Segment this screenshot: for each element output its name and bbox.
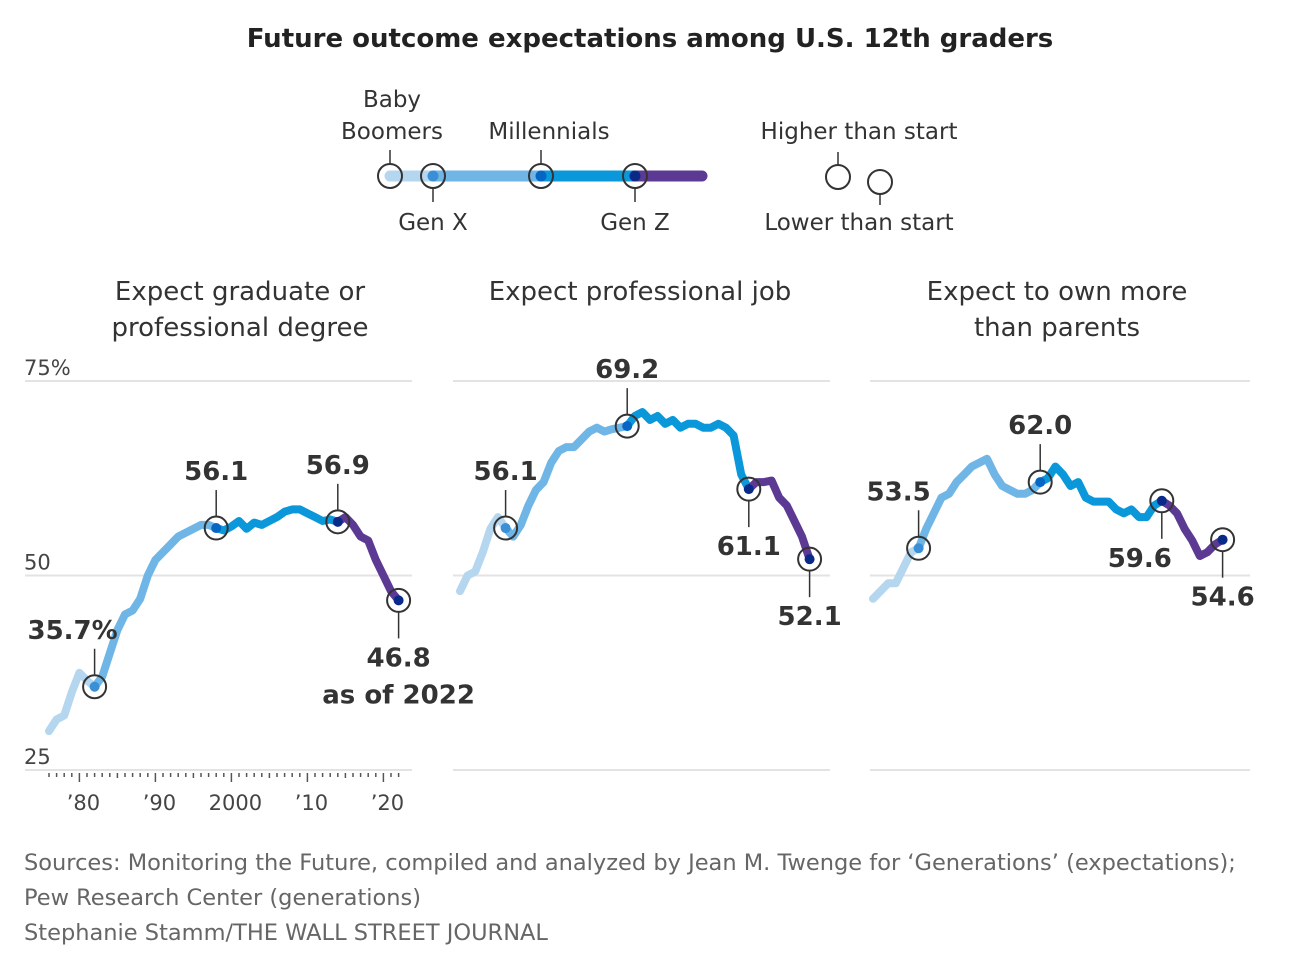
y-tick-label: 50	[24, 551, 51, 575]
annotation-label: 46.8	[367, 643, 431, 673]
data-point	[500, 523, 511, 534]
series-line-millennials	[212, 505, 342, 535]
data-marker	[1210, 527, 1236, 553]
data-marker	[203, 515, 229, 541]
data-marker	[797, 546, 823, 572]
annotation-label: 54.6	[1191, 583, 1255, 613]
series-line-millennials	[1036, 462, 1166, 522]
data-marker	[906, 535, 932, 561]
data-point	[1156, 495, 1167, 506]
annotation-label: 53.5	[867, 477, 931, 507]
legend-higher-label: Higher than start	[761, 119, 958, 145]
legend-dot	[427, 170, 439, 182]
legend-dot	[629, 170, 641, 182]
data-point	[743, 484, 754, 495]
data-point	[393, 595, 404, 606]
legend-label: Gen Z	[600, 210, 670, 236]
data-point	[89, 681, 100, 692]
annotation-label: 52.1	[778, 602, 842, 632]
data-marker	[736, 476, 762, 502]
panel-title: professional degree	[112, 313, 369, 343]
series-line-baby-boomers	[869, 544, 923, 603]
credit-line: Stephanie Stamm/THE WALL STREET JOURNAL	[24, 920, 548, 946]
legend-higher-marker	[825, 164, 851, 190]
data-marker	[1027, 469, 1053, 495]
data-point	[332, 516, 343, 527]
data-point	[1217, 534, 1228, 545]
annotation-label: 69.2	[595, 355, 659, 385]
data-marker	[614, 413, 640, 439]
x-tick-label: ’20	[371, 791, 404, 815]
data-point	[622, 421, 633, 432]
annotation-label: 61.1	[717, 532, 781, 562]
data-marker	[82, 674, 108, 700]
legend-lower-marker	[867, 169, 893, 195]
data-point	[804, 554, 815, 565]
panels: Expect graduate or professional degree 75%…	[24, 277, 1255, 815]
series-line-millennials	[623, 408, 753, 494]
data-point	[1035, 477, 1046, 488]
series-line-baby-boomers	[45, 668, 99, 736]
legend-label: Millennials	[488, 119, 609, 145]
annotation-label: 59.6	[1108, 544, 1172, 574]
chart-title: Future outcome expectations among U.S. 1…	[247, 24, 1054, 54]
panel-title: than parents	[974, 313, 1140, 343]
legend-label: Gen X	[398, 210, 468, 236]
series-line-baby-boomers	[456, 513, 510, 596]
legend-dot	[535, 170, 547, 182]
data-marker	[1149, 488, 1175, 514]
data-marker	[386, 587, 412, 613]
annotation-label: 56.9	[306, 451, 370, 481]
legend-dot	[384, 170, 396, 182]
x-tick-label: ’10	[295, 791, 328, 815]
data-point	[211, 523, 222, 534]
legend-lower-label: Lower than start	[764, 210, 953, 236]
annotation-label: 56.1	[184, 457, 248, 487]
annotation-label: 56.1	[474, 457, 538, 487]
data-marker	[325, 509, 351, 535]
x-tick-label: ’80	[67, 791, 100, 815]
series-line-gen-x	[914, 454, 1045, 553]
legend-label: Boomers	[341, 119, 443, 145]
data-point	[913, 543, 924, 554]
legend: Baby Boomers Gen X Millennials Gen Z Higher t…	[341, 87, 957, 236]
source-line: Sources: Monitoring the Future, compiled…	[24, 850, 1236, 876]
annotation-label: as of 2022	[322, 680, 475, 710]
annotation-label: 35.7%	[27, 616, 117, 646]
panel-title: Expect graduate or	[115, 277, 365, 307]
y-tick-label: 25	[24, 745, 51, 769]
legend-label: Baby	[363, 87, 421, 113]
panel-2: Expect professional job 56.1 69.2 61.1 52.1	[453, 277, 842, 771]
panel-3: Expect to own more than parents 53.5 62.0 59…	[867, 277, 1255, 771]
source-line: Pew Research Center (generations)	[24, 885, 421, 911]
x-tick-label: ’90	[143, 791, 176, 815]
panel-title: Expect to own more	[927, 277, 1188, 307]
panel-1: Expect graduate or professional degree 75%…	[24, 277, 475, 815]
series-line-gen-x	[90, 520, 221, 691]
series-line-gen-z	[333, 513, 403, 605]
series-line-gen-x	[501, 422, 632, 541]
y-tick-label: 75%	[24, 356, 71, 380]
sources: Sources: Monitoring the Future, compiled…	[24, 850, 1236, 946]
data-marker	[493, 515, 519, 541]
panel-title: Expect professional job	[489, 277, 792, 307]
x-tick-label: 2000	[209, 791, 262, 815]
annotation-label: 62.0	[1008, 411, 1072, 441]
